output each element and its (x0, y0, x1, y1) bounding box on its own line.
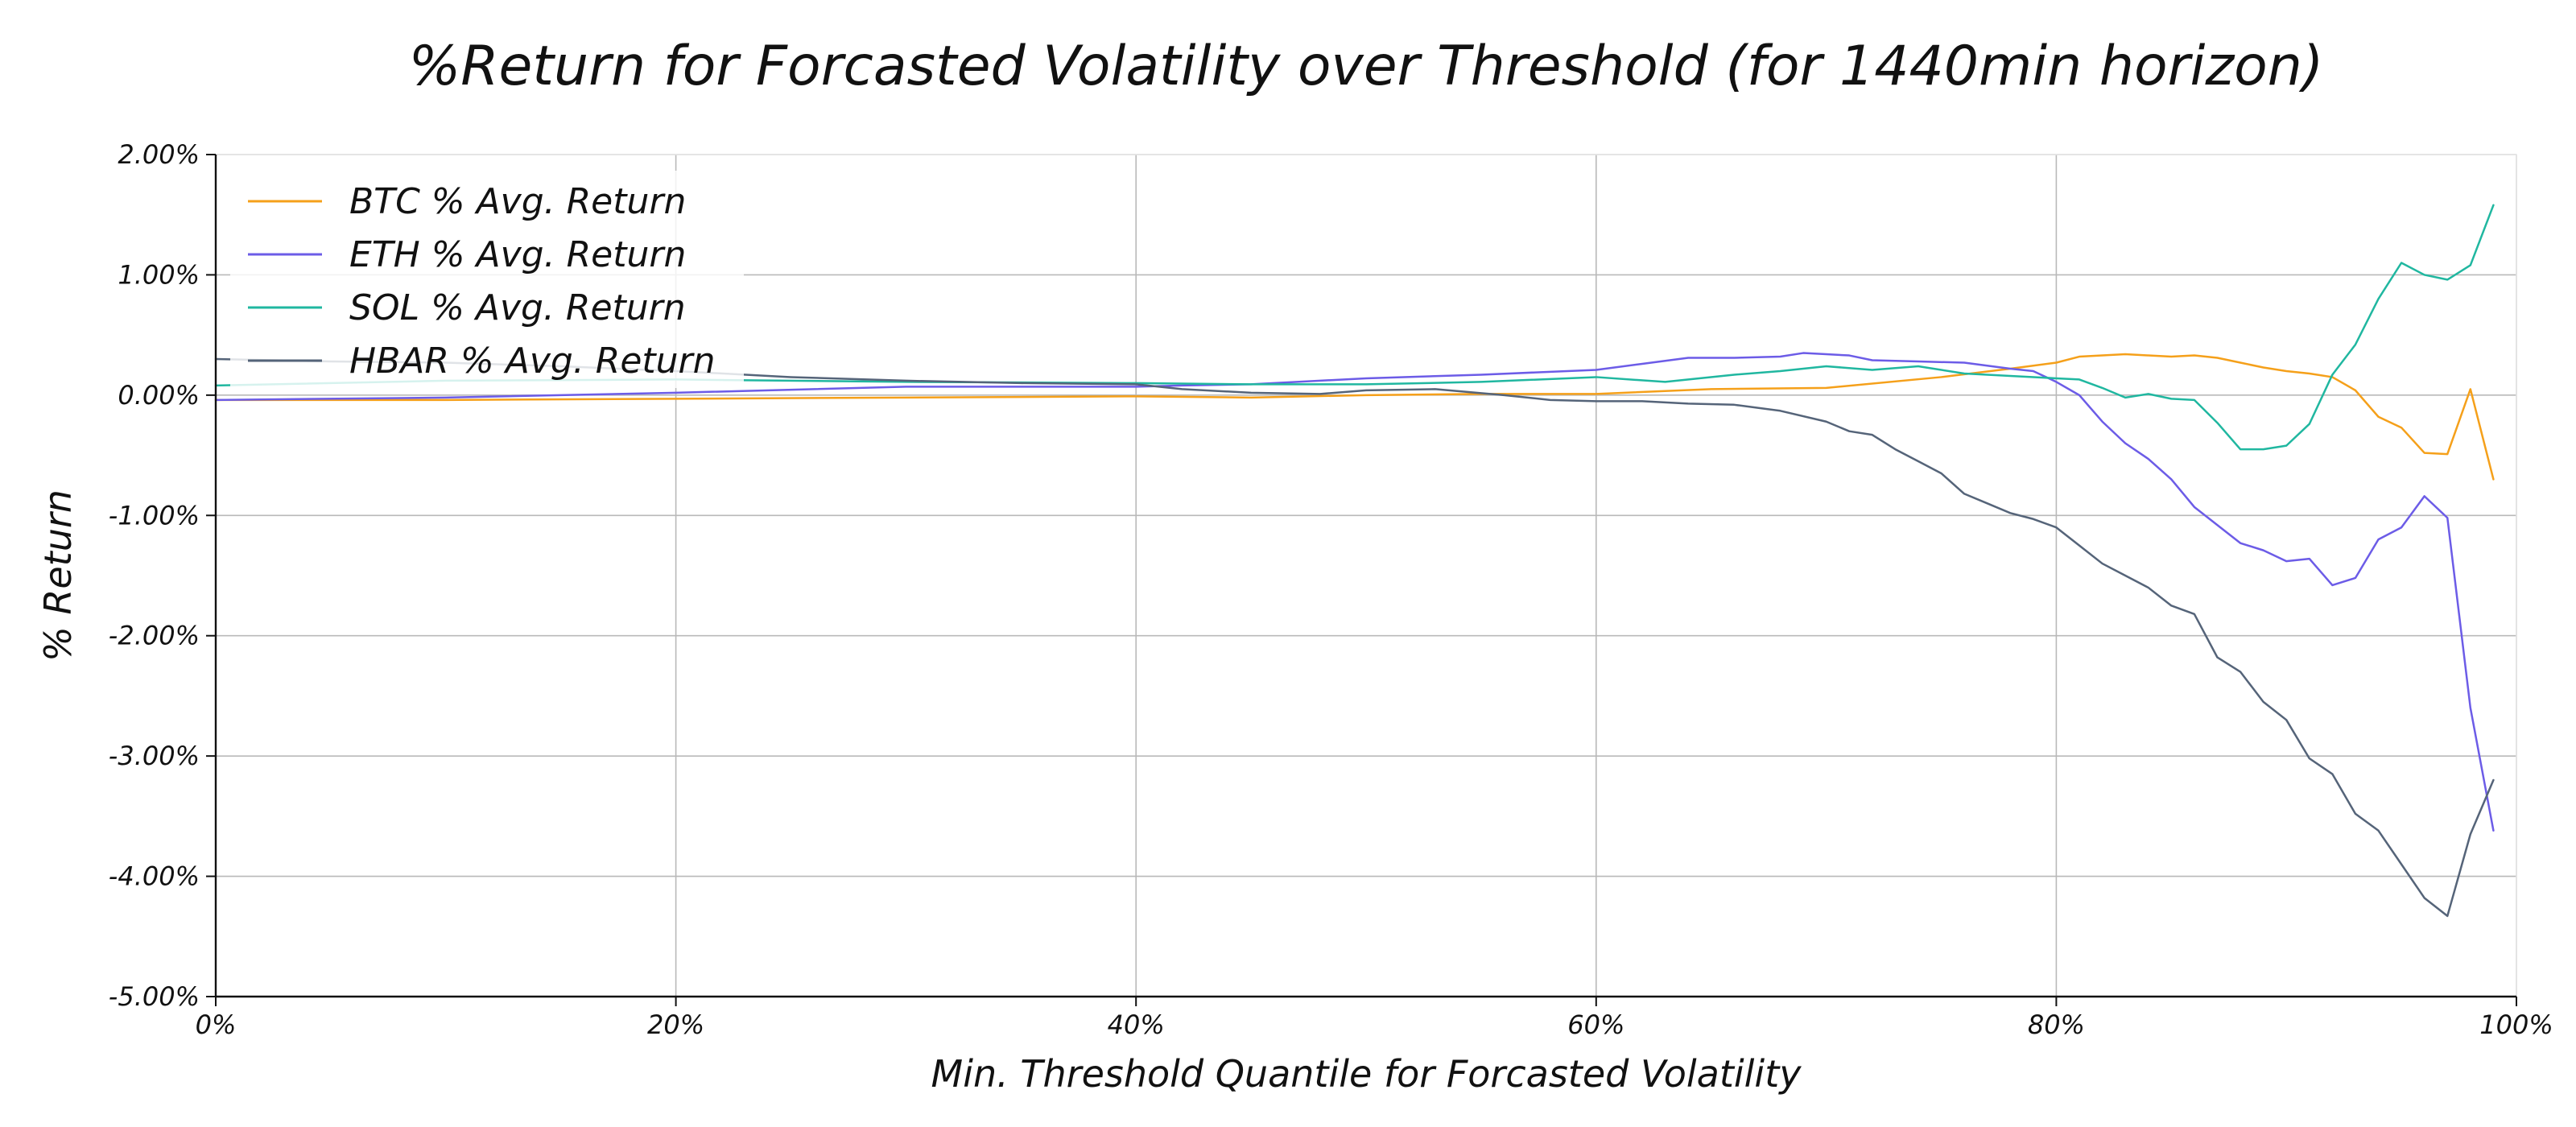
x-axis-label: Min. Threshold Quantile for Forcasted Vo… (931, 1052, 1802, 1096)
y-tick-label: -2.00% (109, 621, 200, 651)
x-tick-label: 100% (2479, 1009, 2553, 1040)
chart-title: %Return for Forcasted Volatility over Th… (409, 35, 2324, 98)
series-line-1 (214, 352, 2495, 832)
legend-label: HBAR % Avg. Return (349, 341, 716, 382)
legend-label: SOL % Avg. Return (349, 287, 686, 328)
y-tick-label: -5.00% (109, 981, 200, 1012)
y-tick-label: -1.00% (109, 500, 200, 530)
legend-label: BTC % Avg. Return (349, 181, 686, 222)
y-tick-label: 1.00% (118, 259, 200, 290)
legend-box (230, 171, 744, 388)
y-tick-label: -4.00% (109, 861, 200, 892)
y-tick-label: 0.00% (118, 380, 200, 411)
axis-layer (214, 155, 2516, 998)
x-tick-label: 0% (196, 1009, 237, 1040)
x-tick-label: 20% (647, 1009, 704, 1040)
x-tick-label: 80% (2028, 1009, 2085, 1040)
legend: BTC % Avg. Return ETH % Avg. Return SOL % … (230, 171, 744, 388)
y-tick-label: 2.00% (118, 139, 200, 170)
y-tick-label: -3.00% (109, 741, 200, 771)
series-layer (214, 204, 2495, 918)
series-line-0 (214, 353, 2495, 481)
x-tick-label: 60% (1567, 1009, 1624, 1040)
y-axis-label: % Return (36, 489, 80, 662)
tick-layer: 2.00% 1.00% 0.00% -1.00% -2.00% -3.00% -4.00% -… (109, 139, 2553, 1040)
series-line-3 (214, 357, 2495, 918)
legend-label: ETH % Avg. Return (349, 234, 686, 275)
x-tick-label: 40% (1108, 1009, 1165, 1040)
series-line-2 (214, 204, 2495, 451)
